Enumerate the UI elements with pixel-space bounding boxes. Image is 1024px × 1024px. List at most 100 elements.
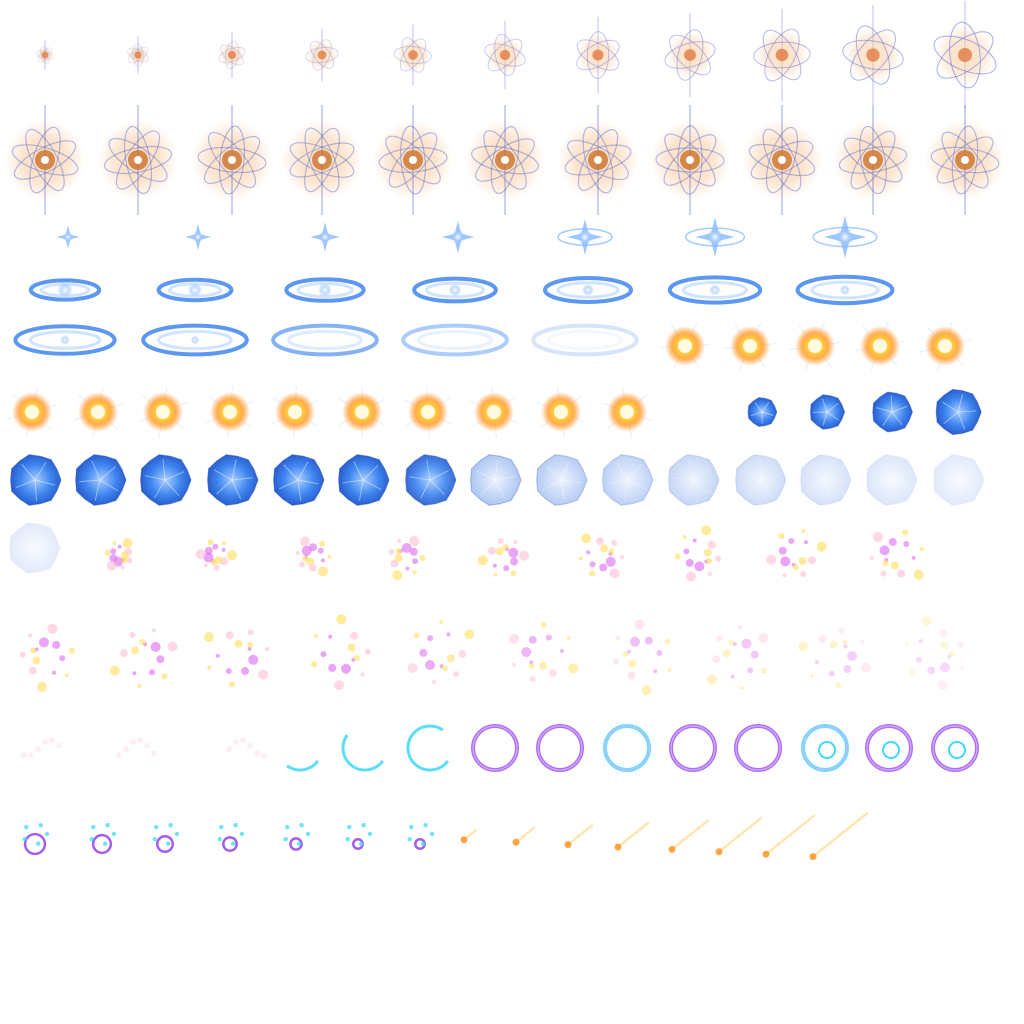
energy-burst-charge-frame-2	[127, 36, 149, 74]
arcane-ring-frame-19	[283, 822, 311, 851]
fire-streak-frame-2	[512, 826, 536, 846]
ice-shield-frame-7	[140, 454, 192, 506]
arcane-ring-frame-10	[669, 724, 717, 772]
fire-streak-frame-7	[762, 814, 816, 858]
arcane-ring-frame-11	[734, 724, 782, 772]
arcane-ring-frame-21	[407, 822, 435, 850]
energy-burst-charge-frame-8	[664, 12, 716, 98]
ice-shield-frame-19	[933, 454, 985, 506]
sparkle-star-frame-7	[812, 215, 878, 259]
magic-particles-frame-3	[295, 536, 332, 577]
magic-particles-frame-15	[509, 621, 579, 682]
fire-orb-frame-10	[271, 386, 319, 438]
fire-orb-frame-15	[602, 386, 652, 438]
magic-particles-frame-5	[477, 537, 530, 577]
fire-orb-frame-13	[470, 386, 518, 438]
ice-shield-frame-11	[405, 454, 457, 506]
magic-particles-frame-13	[311, 614, 371, 691]
arcane-ring-frame-18	[217, 822, 245, 852]
magic-particles-frame-2	[195, 539, 237, 571]
arcane-ring-frame-7	[471, 724, 519, 772]
magic-particles-frame-4	[388, 536, 426, 581]
ice-shield-frame-13	[536, 454, 588, 506]
ring-pulse-frame-5	[543, 276, 633, 304]
fire-orb-frame-2	[724, 322, 776, 370]
energy-burst-charge-frame-5	[393, 24, 433, 86]
energy-burst-full-frame-1	[5, 105, 85, 215]
arcane-ring-frame-16	[89, 822, 117, 855]
energy-burst-full-frame-3	[192, 105, 272, 215]
energy-burst-full-frame-11	[925, 105, 1005, 215]
sparkle-star-frame-2	[184, 223, 212, 251]
energy-burst-full-frame-5	[373, 105, 453, 215]
magic-particles-frame-19	[904, 616, 965, 691]
magic-particles-frame-11	[109, 628, 178, 688]
ring-pulse-frame-9	[141, 323, 249, 357]
energy-burst-full-frame-4	[282, 105, 362, 215]
ice-shield-frame-17	[800, 454, 852, 506]
ice-shield-frame-5	[10, 454, 62, 506]
arcane-ring-frame-6	[406, 724, 450, 772]
fire-streak-frame-8	[809, 812, 869, 861]
fire-streak-frame-4	[614, 821, 650, 851]
sparkle-star-frame-4	[441, 220, 475, 254]
ring-pulse-frame-12	[531, 323, 639, 357]
arcane-ring-frame-4	[286, 759, 320, 772]
ice-shield-frame-4	[935, 388, 982, 436]
energy-burst-charge-frame-7	[576, 16, 620, 94]
magic-particles-frame-9	[869, 529, 925, 580]
ring-pulse-frame-2	[156, 277, 234, 303]
fire-orb-frame-5	[919, 320, 971, 372]
arcane-ring-frame-5	[341, 734, 385, 772]
fire-streak-frame-5	[668, 819, 710, 853]
ice-shield-frame-18	[866, 454, 918, 506]
magic-particles-frame-8	[766, 529, 827, 578]
magic-particles-frame-7	[674, 525, 722, 582]
energy-burst-full-frame-8	[650, 105, 730, 215]
ice-shield-frame-1	[747, 397, 778, 427]
ice-shield-frame-3	[872, 391, 913, 433]
arcane-ring-frame-13	[865, 724, 913, 772]
fire-streak-frame-3	[564, 824, 594, 849]
ring-pulse-frame-10	[271, 323, 379, 357]
fire-orb-frame-11	[339, 385, 385, 439]
ice-shield-frame-14	[602, 454, 654, 506]
magic-particles-frame-10	[19, 623, 75, 692]
ice-shield-frame-10	[338, 454, 390, 506]
ring-pulse-frame-7	[795, 274, 895, 306]
energy-burst-charge-frame-4	[305, 28, 339, 82]
ice-shield-frame-20	[9, 522, 61, 574]
fire-orb-frame-14	[536, 386, 586, 438]
magic-particles-frame-6	[578, 533, 624, 579]
arcane-ring-frame-12	[801, 724, 849, 772]
fire-orb-frame-7	[73, 386, 123, 438]
sparkle-star-frame-5	[557, 219, 613, 255]
fire-orb-frame-8	[138, 386, 188, 438]
energy-burst-charge-frame-1	[35, 40, 55, 70]
ice-shield-frame-8	[207, 454, 259, 506]
energy-burst-full-frame-10	[833, 105, 913, 215]
arcane-ring-frame-17	[152, 822, 180, 854]
energy-burst-full-frame-9	[742, 105, 822, 215]
fire-orb-frame-1	[659, 322, 711, 370]
ice-shield-frame-9	[273, 454, 325, 506]
energy-burst-full-frame-6	[465, 105, 545, 215]
energy-burst-charge-frame-6	[484, 20, 526, 90]
arcane-ring-frame-1	[21, 737, 62, 759]
ice-shield-frame-6	[75, 454, 127, 506]
sparkle-star-frame-1	[56, 225, 80, 249]
energy-burst-charge-frame-9	[753, 8, 811, 102]
arcane-ring-frame-14	[931, 724, 979, 772]
fire-orb-frame-12	[404, 386, 452, 438]
ice-shield-frame-12	[470, 454, 522, 506]
fire-orb-frame-4	[854, 321, 906, 371]
energy-burst-charge-frame-10	[842, 4, 904, 106]
arcane-ring-frame-15	[22, 822, 50, 856]
magic-particles-frame-1	[104, 537, 133, 571]
magic-particles-frame-12	[204, 629, 270, 688]
ring-pulse-frame-3	[284, 277, 366, 303]
sparkle-star-frame-3	[310, 222, 340, 252]
ring-pulse-frame-8	[13, 324, 117, 356]
ice-shield-frame-2	[809, 394, 846, 430]
